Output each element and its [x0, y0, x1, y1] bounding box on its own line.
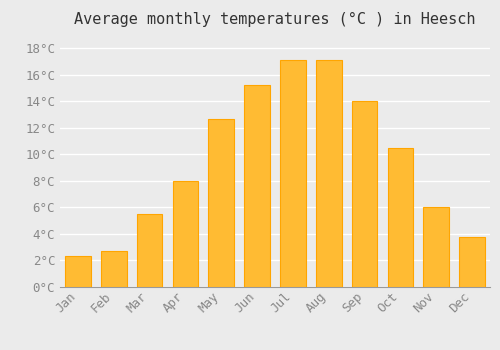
Bar	[65, 257, 91, 287]
Bar	[101, 251, 126, 287]
Bar	[208, 119, 234, 287]
Bar	[316, 60, 342, 287]
Bar	[424, 208, 449, 287]
Bar	[280, 60, 306, 287]
Title: Average monthly temperatures (°C ) in Heesch: Average monthly temperatures (°C ) in He…	[74, 12, 476, 27]
Bar	[172, 181, 199, 287]
Bar	[388, 148, 413, 287]
Bar	[136, 214, 162, 287]
Bar	[244, 85, 270, 287]
Bar	[352, 101, 378, 287]
Bar	[459, 237, 485, 287]
